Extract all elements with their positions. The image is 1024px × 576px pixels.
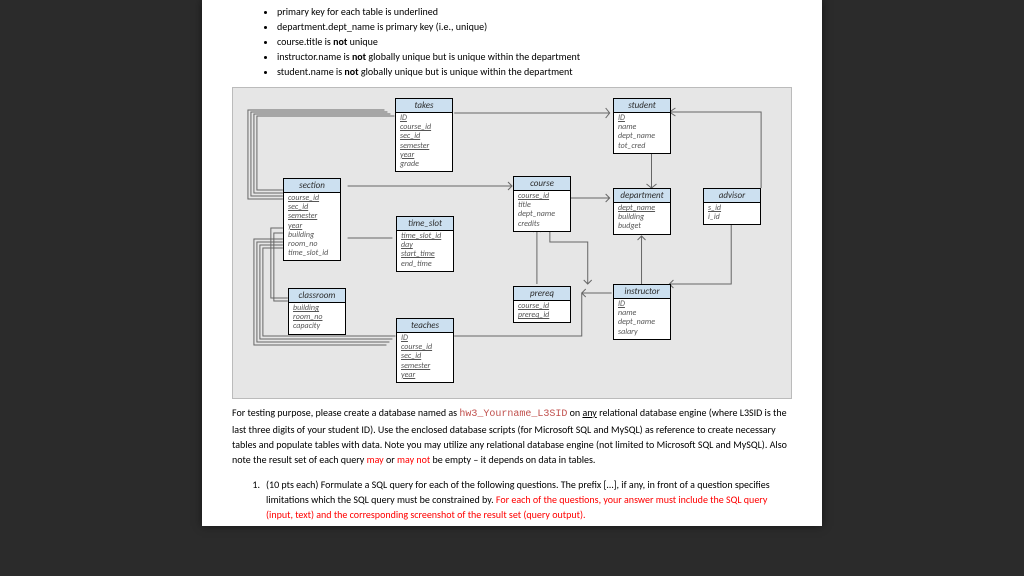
entity-student: studentIDnamedept_nametot_cred bbox=[613, 98, 671, 154]
entity-header: time_slot bbox=[397, 217, 453, 231]
entity-header: takes bbox=[396, 99, 452, 113]
entity-header: teaches bbox=[397, 319, 453, 333]
entity-fields: time_slot_iddaystart_timeend_time bbox=[397, 231, 453, 271]
q-number: 1. bbox=[232, 477, 266, 522]
document-page: primary key for each table is underlined… bbox=[202, 0, 822, 526]
entity-classroom: classroombuildingroom_nocapacity bbox=[288, 288, 346, 335]
entity-fields: IDnamedept_namesalary bbox=[614, 299, 670, 339]
entity-header: student bbox=[614, 99, 670, 113]
entity-fields: IDcourse_idsec_idsemesteryear bbox=[397, 333, 453, 382]
entity-header: course bbox=[514, 177, 570, 191]
entity-instructor: instructorIDnamedept_namesalary bbox=[613, 284, 671, 340]
bullet-item: student.name is not globally unique but … bbox=[277, 64, 792, 79]
entity-fields: IDnamedept_nametot_cred bbox=[614, 113, 670, 153]
entity-section: sectioncourse_idsec_idsemesteryearbuildi… bbox=[283, 178, 341, 261]
entity-fields: buildingroom_nocapacity bbox=[289, 303, 345, 334]
entity-department: departmentdept_namebuildingbudget bbox=[613, 188, 671, 235]
bullet-item: instructor.name is not globally unique b… bbox=[277, 49, 792, 64]
bullet-item: department.dept_name is primary key (i.e… bbox=[277, 19, 792, 34]
question-1: 1. (10 pts each) Formulate a SQL query f… bbox=[232, 477, 792, 522]
entity-fields: course_idprereq_id bbox=[514, 301, 570, 322]
entity-fields: s_idi_id bbox=[704, 203, 760, 224]
er-diagram: takesIDcourse_idsec_idsemesteryeargrades… bbox=[232, 87, 792, 399]
entity-teaches: teachesIDcourse_idsec_idsemesteryear bbox=[396, 318, 454, 383]
entity-course: coursecourse_idtitledept_namecredits bbox=[513, 176, 571, 232]
entity-prereq: prereqcourse_idprereq_id bbox=[513, 286, 571, 323]
entity-advisor: advisors_idi_id bbox=[703, 188, 761, 225]
entity-header: prereq bbox=[514, 287, 570, 301]
entity-header: instructor bbox=[614, 285, 670, 299]
entity-header: classroom bbox=[289, 289, 345, 303]
entity-header: department bbox=[614, 189, 670, 203]
bullet-item: primary key for each table is underlined bbox=[277, 4, 792, 19]
entity-fields: course_idtitledept_namecredits bbox=[514, 191, 570, 231]
entity-header: advisor bbox=[704, 189, 760, 203]
instruction-paragraph: For testing purpose, please create a dat… bbox=[232, 405, 792, 467]
entity-fields: dept_namebuildingbudget bbox=[614, 203, 670, 234]
bullet-list: primary key for each table is underlined… bbox=[232, 4, 792, 79]
db-name-code: hw3_Yourname_L3SID bbox=[459, 409, 567, 420]
bullet-item: course.title is not unique bbox=[277, 34, 792, 49]
entity-fields: IDcourse_idsec_idsemesteryeargrade bbox=[396, 113, 452, 171]
entity-header: section bbox=[284, 179, 340, 193]
entity-fields: course_idsec_idsemesteryearbuildingroom_… bbox=[284, 193, 340, 260]
entity-time_slot: time_slottime_slot_iddaystart_timeend_ti… bbox=[396, 216, 454, 272]
q-text: (10 pts each) Formulate a SQL query for … bbox=[266, 477, 792, 522]
entity-takes: takesIDcourse_idsec_idsemesteryeargrade bbox=[395, 98, 453, 172]
